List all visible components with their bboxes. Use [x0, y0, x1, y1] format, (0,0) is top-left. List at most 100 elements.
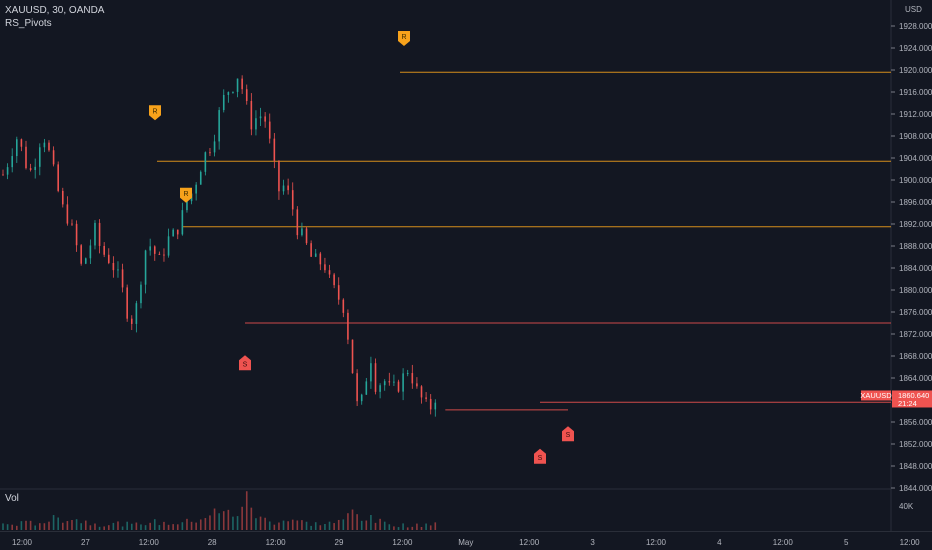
volume-bar: [94, 523, 96, 530]
volume-bar: [213, 508, 216, 530]
volume-bar: [163, 521, 165, 530]
candle-body: [406, 373, 409, 375]
x-tick-label: 12:00: [266, 538, 287, 547]
volume-label[interactable]: Vol: [5, 493, 19, 504]
candle-body: [172, 229, 174, 237]
volume-bar: [89, 525, 92, 530]
volume-bar: [374, 522, 377, 530]
volume-bar: [273, 524, 276, 530]
candle-body: [333, 274, 335, 286]
y-tick-label: 1920.000: [899, 66, 932, 75]
candle-body: [153, 246, 156, 254]
x-tick-label: 12:00: [139, 538, 160, 547]
candle-body: [273, 138, 276, 161]
symbol-title[interactable]: XAUUSD, 30, OANDA: [5, 5, 105, 16]
candle-body: [195, 184, 197, 194]
volume-bar: [305, 521, 308, 530]
volume-bar: [107, 525, 110, 530]
last-price-text: 1860.640: [898, 391, 929, 400]
y-tick-label: 1848.000: [899, 462, 932, 471]
y-tick-label: 1904.000: [899, 154, 932, 163]
y-tick-label: 1900.000: [899, 176, 932, 185]
pivot-marker-resistance: [149, 105, 161, 121]
candle-body: [397, 381, 400, 392]
pivot-marker-support: [239, 355, 251, 371]
candle-body: [163, 254, 165, 256]
volume-bar: [328, 521, 331, 530]
volume-bar: [333, 523, 335, 530]
candle-body: [227, 92, 230, 95]
volume-bar: [282, 520, 285, 530]
volume-bar: [43, 523, 46, 530]
candle-body: [282, 185, 285, 192]
candle-body: [411, 373, 414, 384]
indicator-label[interactable]: RS_Pivots: [5, 18, 52, 29]
candle-body: [393, 381, 395, 383]
volume-bar: [250, 507, 253, 530]
candle-body: [126, 287, 128, 319]
pivot-marker-label: R: [183, 191, 188, 198]
candle-body: [434, 402, 437, 410]
volume-bar: [383, 521, 386, 530]
volume-bar: [227, 509, 230, 530]
symbol-badge-text: XAUUSD: [860, 391, 892, 400]
volume-bar: [176, 524, 179, 530]
volume-bar: [121, 526, 124, 530]
volume-bar: [140, 524, 142, 530]
y-tick-label: 1868.000: [899, 352, 932, 361]
volume-bar: [356, 514, 358, 530]
volume-bar: [181, 522, 184, 530]
candle-body: [57, 164, 59, 191]
pivot-marker-label: S: [538, 455, 543, 462]
candle-body: [149, 246, 151, 251]
candle-body: [402, 373, 404, 392]
y-tick-label: 1876.000: [899, 308, 932, 317]
volume-bar: [429, 525, 432, 530]
candle-body: [245, 89, 248, 101]
x-tick-label: 12:00: [519, 538, 540, 547]
candle-body: [305, 228, 308, 244]
volume-bar: [20, 521, 23, 530]
y-tick-label: 1916.000: [899, 88, 932, 97]
x-tick-label: 5: [844, 538, 849, 547]
volume-bar: [287, 521, 289, 530]
x-tick-label: 12:00: [900, 538, 921, 547]
symbol-badge: [861, 390, 891, 401]
candle-body: [365, 381, 368, 395]
volume-bar: [255, 518, 257, 530]
candle-body: [34, 166, 36, 170]
candle-body: [347, 312, 349, 340]
volume-bar: [222, 511, 225, 530]
candle-body: [43, 142, 46, 148]
candle-body: [287, 185, 289, 191]
candle-body: [98, 222, 101, 246]
volume-bar: [268, 521, 271, 530]
y-tick-label: 1896.000: [899, 198, 932, 207]
volume-bar: [15, 525, 18, 530]
candle-body: [186, 201, 188, 211]
y-tick-label: 1852.000: [899, 440, 932, 449]
y-tick-label: 1872.000: [899, 330, 932, 339]
x-tick-label: 12:00: [392, 538, 413, 547]
candle-body: [416, 383, 418, 387]
volume-bar: [425, 523, 427, 530]
candle-body: [232, 91, 234, 93]
candle-body: [20, 139, 23, 147]
candle-body: [342, 299, 345, 313]
candle-body: [80, 245, 82, 264]
candle-body: [121, 269, 124, 288]
candle-body: [25, 146, 27, 169]
candle-body: [75, 223, 78, 246]
volume-bar: [232, 516, 234, 530]
volume-bar: [388, 524, 391, 530]
volume-bar: [48, 521, 50, 530]
candle-body: [296, 209, 299, 236]
candle-body: [259, 116, 262, 119]
candle-body: [236, 78, 239, 92]
y-tick-label: 1844.000: [899, 484, 932, 493]
volume-bar: [57, 517, 59, 530]
y-tick-label: 1912.000: [899, 110, 932, 119]
candle-body: [370, 363, 372, 382]
candle-body: [241, 78, 243, 90]
